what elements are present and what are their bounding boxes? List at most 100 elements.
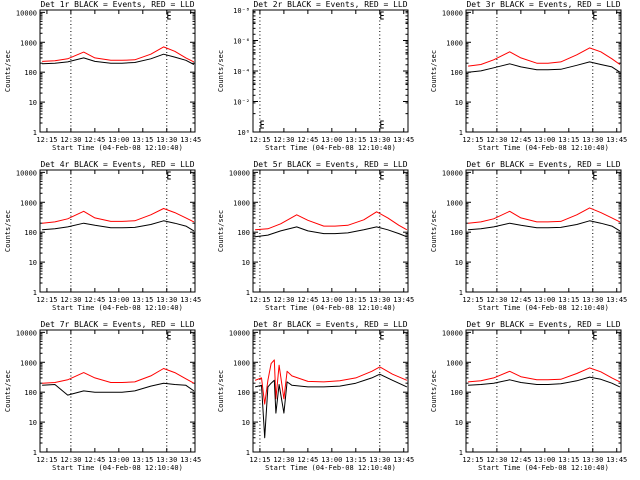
x-tick-label: 13:30 <box>369 296 390 304</box>
event-rate-line <box>42 382 195 396</box>
y-tick-label: 100 <box>237 389 250 397</box>
x-tick-label: 13:45 <box>180 456 201 464</box>
x-tick-label: 13:00 <box>108 136 129 144</box>
x-tick-label: 13:15 <box>345 136 366 144</box>
y-axis-label: Counts/sec <box>4 50 12 92</box>
x-tick-label: 13:00 <box>108 296 129 304</box>
x-tick-label: 13:45 <box>606 136 627 144</box>
plot-frame <box>465 9 622 133</box>
panel-title: Det 2r BLACK = Events, RED = LLD <box>253 0 407 9</box>
x-axis-label: Start Time (04-Feb-08 12:10:40) <box>52 304 183 312</box>
y-tick-label: 100 <box>24 389 37 397</box>
x-tick-label: 12:15 <box>462 456 483 464</box>
y-tick-label: 1000 <box>446 199 463 207</box>
y-tick-label: 1 <box>33 129 37 137</box>
bracket-glyph <box>167 171 171 180</box>
x-tick-label: 13:30 <box>156 456 177 464</box>
x-axis-label: Start Time (04-Feb-08 12:10:40) <box>265 464 396 472</box>
event-rate-line <box>468 376 621 388</box>
bracket-glyph <box>380 171 384 180</box>
bracket-glyph <box>593 11 597 20</box>
y-axis-label: Counts/sec <box>430 210 438 252</box>
event-rate-line <box>468 61 621 73</box>
y-tick-label: 1 <box>246 289 250 297</box>
y-axis-label: Counts/sec <box>430 370 438 412</box>
y-tick-label: 100 <box>450 69 463 77</box>
x-tick-label: 13:30 <box>582 136 603 144</box>
lld-rate-line <box>468 367 621 383</box>
panel-title: Det 4r BLACK = Events, RED = LLD <box>40 160 194 169</box>
x-tick-label: 13:15 <box>345 296 366 304</box>
x-tick-label: 13:45 <box>606 296 627 304</box>
x-axis-label: Start Time (04-Feb-08 12:10:40) <box>478 144 609 152</box>
y-tick-label: 10000 <box>229 169 250 177</box>
x-tick-label: 12:30 <box>486 296 507 304</box>
y-tick-label: 10000 <box>16 329 37 337</box>
plot-frame <box>252 329 409 453</box>
x-tick-label: 12:45 <box>510 296 531 304</box>
y-tick-label: 10 <box>455 419 463 427</box>
bracket-glyph <box>593 171 597 180</box>
x-tick-label: 12:30 <box>486 136 507 144</box>
x-tick-label: 13:00 <box>534 136 555 144</box>
bracket-glyph <box>380 11 384 20</box>
x-tick-label: 13:30 <box>156 136 177 144</box>
x-tick-label: 13:45 <box>180 296 201 304</box>
lld-rate-line <box>468 47 621 67</box>
y-tick-label: 1 <box>246 449 250 457</box>
event-rate-line <box>468 220 621 232</box>
bracket-glyph <box>380 331 384 340</box>
y-tick-label: 10 <box>455 259 463 267</box>
lld-rate-line <box>254 359 408 405</box>
y-tick-label: 1 <box>459 129 463 137</box>
x-tick-label: 13:45 <box>393 456 414 464</box>
y-tick-label: 10 <box>29 419 37 427</box>
x-axis-label: Start Time (04-Feb-08 12:10:40) <box>52 144 183 152</box>
detector-panel: Det 4r BLACK = Events, RED = LLD 12:15 12:… <box>4 160 201 312</box>
y-tick-label: 10 <box>242 259 250 267</box>
y-tick-label: 1000 <box>233 199 250 207</box>
y-tick-label: 10000 <box>442 329 463 337</box>
panel-title: Det 1r BLACK = Events, RED = LLD <box>40 0 194 9</box>
x-tick-label: 12:15 <box>36 136 57 144</box>
y-axis-label: Counts/sec <box>217 50 225 92</box>
y-tick-label: 100 <box>24 69 37 77</box>
plot-frame <box>39 9 196 133</box>
y-tick-label: 10 <box>29 99 37 107</box>
y-tick-label: 10000 <box>16 169 37 177</box>
y-tick-label: 10000 <box>229 329 250 337</box>
x-tick-label: 12:15 <box>249 456 270 464</box>
y-tick-label: 10000 <box>442 9 463 17</box>
x-tick-label: 13:30 <box>582 456 603 464</box>
event-rate-line <box>254 373 408 439</box>
x-axis-label: Start Time (04-Feb-08 12:10:40) <box>478 464 609 472</box>
y-tick-label: 10 <box>29 259 37 267</box>
bracket-glyph <box>167 11 171 20</box>
x-tick-label: 12:15 <box>36 296 57 304</box>
y-tick-label: 10 <box>242 419 250 427</box>
plot-frame <box>465 169 622 293</box>
y-tick-label: 1000 <box>233 359 250 367</box>
bracket-glyph <box>380 120 384 129</box>
event-rate-line <box>255 226 408 238</box>
x-tick-label: 13:00 <box>321 136 342 144</box>
x-tick-label: 12:15 <box>36 456 57 464</box>
event-rate-line <box>42 220 195 232</box>
x-tick-label: 12:30 <box>60 296 81 304</box>
x-tick-label: 12:45 <box>297 296 318 304</box>
x-tick-label: 12:15 <box>249 296 270 304</box>
lld-rate-line <box>42 46 195 63</box>
y-tick-label: 10⁻⁸ <box>233 7 250 15</box>
lld-rate-line <box>42 208 195 224</box>
y-tick-label: 1 <box>33 449 37 457</box>
y-tick-label: 1000 <box>446 359 463 367</box>
event-rate-line <box>42 53 195 65</box>
y-tick-label: 10000 <box>442 169 463 177</box>
y-axis-label: Counts/sec <box>217 370 225 412</box>
